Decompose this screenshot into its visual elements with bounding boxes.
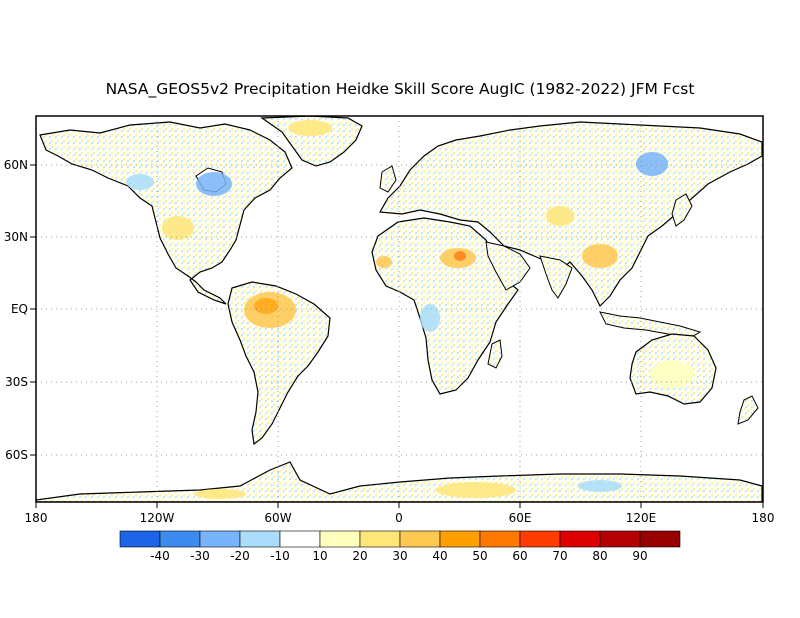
colorbar-label: -40 [150, 549, 170, 563]
colorbar-labels: -40 -30 -20 -10 10 20 30 40 50 60 70 80 90 [150, 549, 647, 563]
grid-lines [36, 116, 763, 502]
colorbar-swatch [519, 530, 561, 548]
colorbar [119, 530, 681, 548]
y-tick-label: 60N [4, 158, 28, 172]
colorbar-swatch [639, 530, 681, 548]
y-tick-label: 30S [5, 375, 28, 389]
colorbar-swatch [359, 530, 401, 548]
y-axis-labels: 60N 30N EQ 30S 60S [4, 158, 28, 462]
map-plot-area: 180 120W 60W 0 60E 120E 180 60N 30N EQ 3… [4, 115, 775, 525]
colorbar-label: 90 [632, 549, 647, 563]
colorbar-swatch [159, 530, 201, 548]
colorbar-label: 30 [392, 549, 407, 563]
x-tick-label: 60W [264, 511, 291, 525]
landmass-british-isles [379, 165, 397, 193]
colorbar-swatch [119, 530, 161, 548]
colorbar-swatch [319, 530, 361, 548]
x-tick-label: 180 [752, 511, 775, 525]
colorbar-swatch [599, 530, 641, 548]
landmass-madagascar [487, 339, 503, 369]
landmass-africa [371, 217, 519, 395]
landmass-greenland [260, 116, 363, 167]
colorbar-swatch [399, 530, 441, 548]
colorbar-label: 20 [352, 549, 367, 563]
x-axis-labels: 180 120W 60W 0 60E 120E 180 [25, 511, 775, 525]
x-tick-label: 120W [140, 511, 175, 525]
y-tick-label: EQ [11, 302, 28, 316]
landmass-indonesia [599, 311, 702, 339]
landmass-north-america [39, 121, 293, 305]
colorbar-swatch [239, 530, 281, 548]
y-tick-label: 30N [4, 230, 28, 244]
skill-patches [126, 120, 694, 499]
colorbar-label: 70 [552, 549, 567, 563]
colorbar-label: 50 [472, 549, 487, 563]
x-tick-label: 180 [25, 511, 48, 525]
colorbar-label: 40 [432, 549, 447, 563]
landmass-japan [671, 193, 693, 227]
y-tick-label: 60S [5, 448, 28, 462]
colorbar-label: 80 [592, 549, 607, 563]
colorbar-label: 60 [512, 549, 527, 563]
colorbar-label: -20 [230, 549, 250, 563]
continents [36, 116, 763, 502]
colorbar-label: 10 [312, 549, 327, 563]
landmass-india [539, 255, 573, 299]
x-tick-label: 120E [626, 511, 657, 525]
landmass-new-zealand [737, 395, 759, 425]
tick-marks [30, 164, 764, 508]
colorbar-label: -30 [190, 549, 210, 563]
chart-title: NASA_GEOS5v2 Precipitation Heidke Skill … [106, 80, 695, 99]
colorbar-swatch [439, 530, 481, 548]
colorbar-swatch [279, 530, 321, 548]
colorbar-swatch [199, 530, 241, 548]
colorbar-swatch [559, 530, 601, 548]
x-tick-label: 60E [509, 511, 532, 525]
colorbar-swatch [479, 530, 521, 548]
colorbar-label: -10 [270, 549, 290, 563]
x-tick-label: 0 [395, 511, 403, 525]
